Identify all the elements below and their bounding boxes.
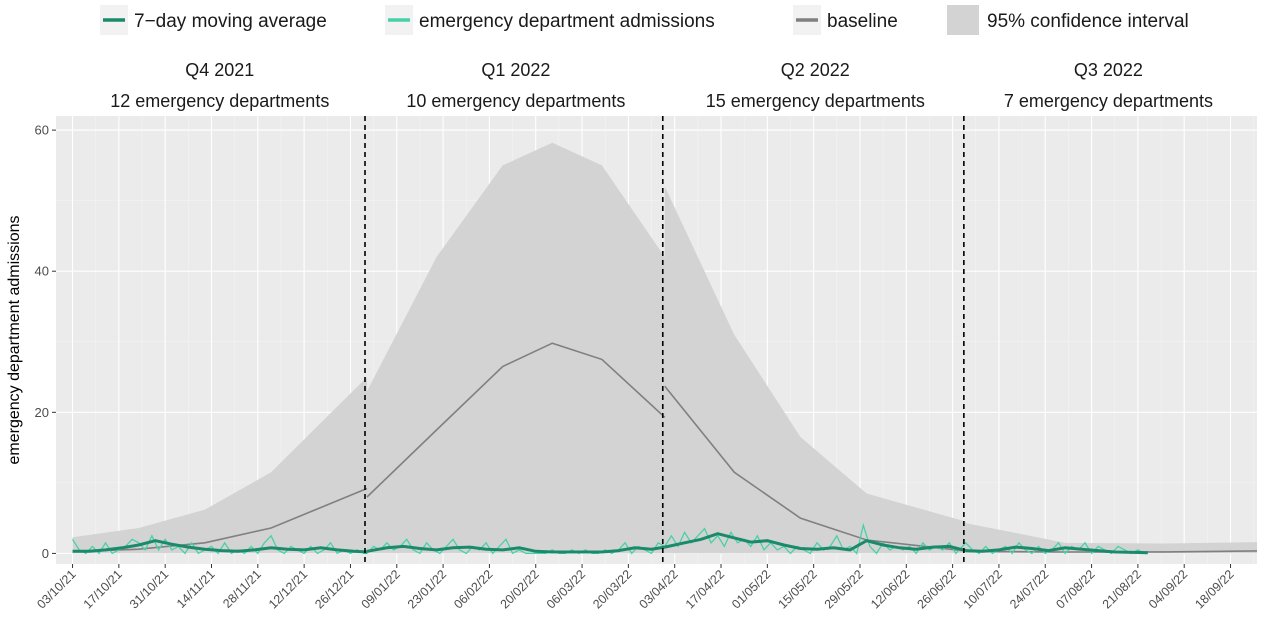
moving-average-line <box>664 532 967 553</box>
x-axis: 03/10/21 17/10/21 31/10/21 14/11/21 28/11/21… <box>34 564 1237 612</box>
x-tick-label: 09/01/22 <box>359 567 403 611</box>
legend: 7−day moving average emergency department… <box>100 5 1189 35</box>
legend-label: baseline <box>827 11 898 32</box>
x-tick-label: 26/12/21 <box>312 567 356 611</box>
quarter-labels: Q4 2021 12 emergency departments Q1 2022 10… <box>110 60 1213 111</box>
quarter-dividers <box>364 116 965 564</box>
x-tick-label: 12/12/21 <box>266 567 310 611</box>
x-tick-label: 17/04/22 <box>683 567 727 611</box>
moving-average-line <box>72 539 368 554</box>
quarter-subtitle: 7 emergency departments <box>1004 91 1213 111</box>
legend-label: 7−day moving average <box>134 11 327 32</box>
y-axis-title: emergency department admissions <box>6 215 23 464</box>
x-tick-label: 26/06/22 <box>914 567 958 611</box>
x-tick-label: 06/03/22 <box>544 567 588 611</box>
confidence-interval-layer <box>72 142 1257 554</box>
x-tick-label: 10/07/22 <box>961 567 1005 611</box>
x-tick-label: 01/05/22 <box>729 567 773 611</box>
quarter-subtitle: 10 emergency departments <box>406 91 625 111</box>
x-tick-label: 14/11/21 <box>174 567 218 611</box>
x-tick-label: 12/06/22 <box>868 567 912 611</box>
moving-average-line <box>965 545 1148 555</box>
x-tick-label: 17/10/21 <box>81 567 125 611</box>
x-tick-label: 31/10/21 <box>127 567 171 611</box>
x-tick-label: 07/08/22 <box>1053 567 1097 611</box>
quarter-title: Q3 2022 <box>1074 60 1143 80</box>
x-tick-label: 28/11/21 <box>220 567 264 611</box>
x-tick-label: 24/07/22 <box>1007 567 1051 611</box>
x-tick-label: 03/10/21 <box>34 567 78 611</box>
daily-admissions-layer <box>71 522 1145 555</box>
daily-admissions-line <box>71 522 1145 555</box>
x-tick-label: 29/05/22 <box>822 567 866 611</box>
confidence-interval-band <box>72 142 1257 554</box>
quarter-title: Q2 2022 <box>781 60 850 80</box>
y-tick-label: 40 <box>35 264 49 279</box>
x-tick-label: 04/09/22 <box>1146 567 1190 611</box>
moving-average-layer <box>72 532 1148 555</box>
y-tick-label: 60 <box>35 123 49 138</box>
baseline-line <box>664 385 966 552</box>
y-tick-label: 0 <box>42 546 49 561</box>
quarter-subtitle: 12 emergency departments <box>110 91 329 111</box>
legend-label: 95% confidence interval <box>987 11 1189 32</box>
x-tick-label: 20/02/22 <box>498 567 542 611</box>
y-axis: 0 20 40 60 <box>35 123 56 561</box>
quarter-title: Q4 2021 <box>185 60 254 80</box>
baseline-line <box>366 342 666 498</box>
legend-label: emergency department admissions <box>419 11 715 32</box>
x-tick-label: 18/09/22 <box>1192 567 1236 611</box>
x-tick-label: 23/01/22 <box>405 567 449 611</box>
quarter-subtitle: 15 emergency departments <box>706 91 925 111</box>
quarter-title: Q1 2022 <box>481 60 550 80</box>
x-tick-label: 21/08/22 <box>1100 567 1144 611</box>
baseline-line <box>72 487 368 553</box>
x-tick-label: 15/05/22 <box>775 567 819 611</box>
x-tick-label: 03/04/22 <box>637 567 681 611</box>
y-tick-label: 20 <box>35 405 49 420</box>
moving-average-line <box>366 544 666 554</box>
x-tick-label: 20/03/22 <box>590 567 634 611</box>
x-tick-label: 06/02/22 <box>451 567 495 611</box>
legend-key-ci <box>947 5 979 35</box>
